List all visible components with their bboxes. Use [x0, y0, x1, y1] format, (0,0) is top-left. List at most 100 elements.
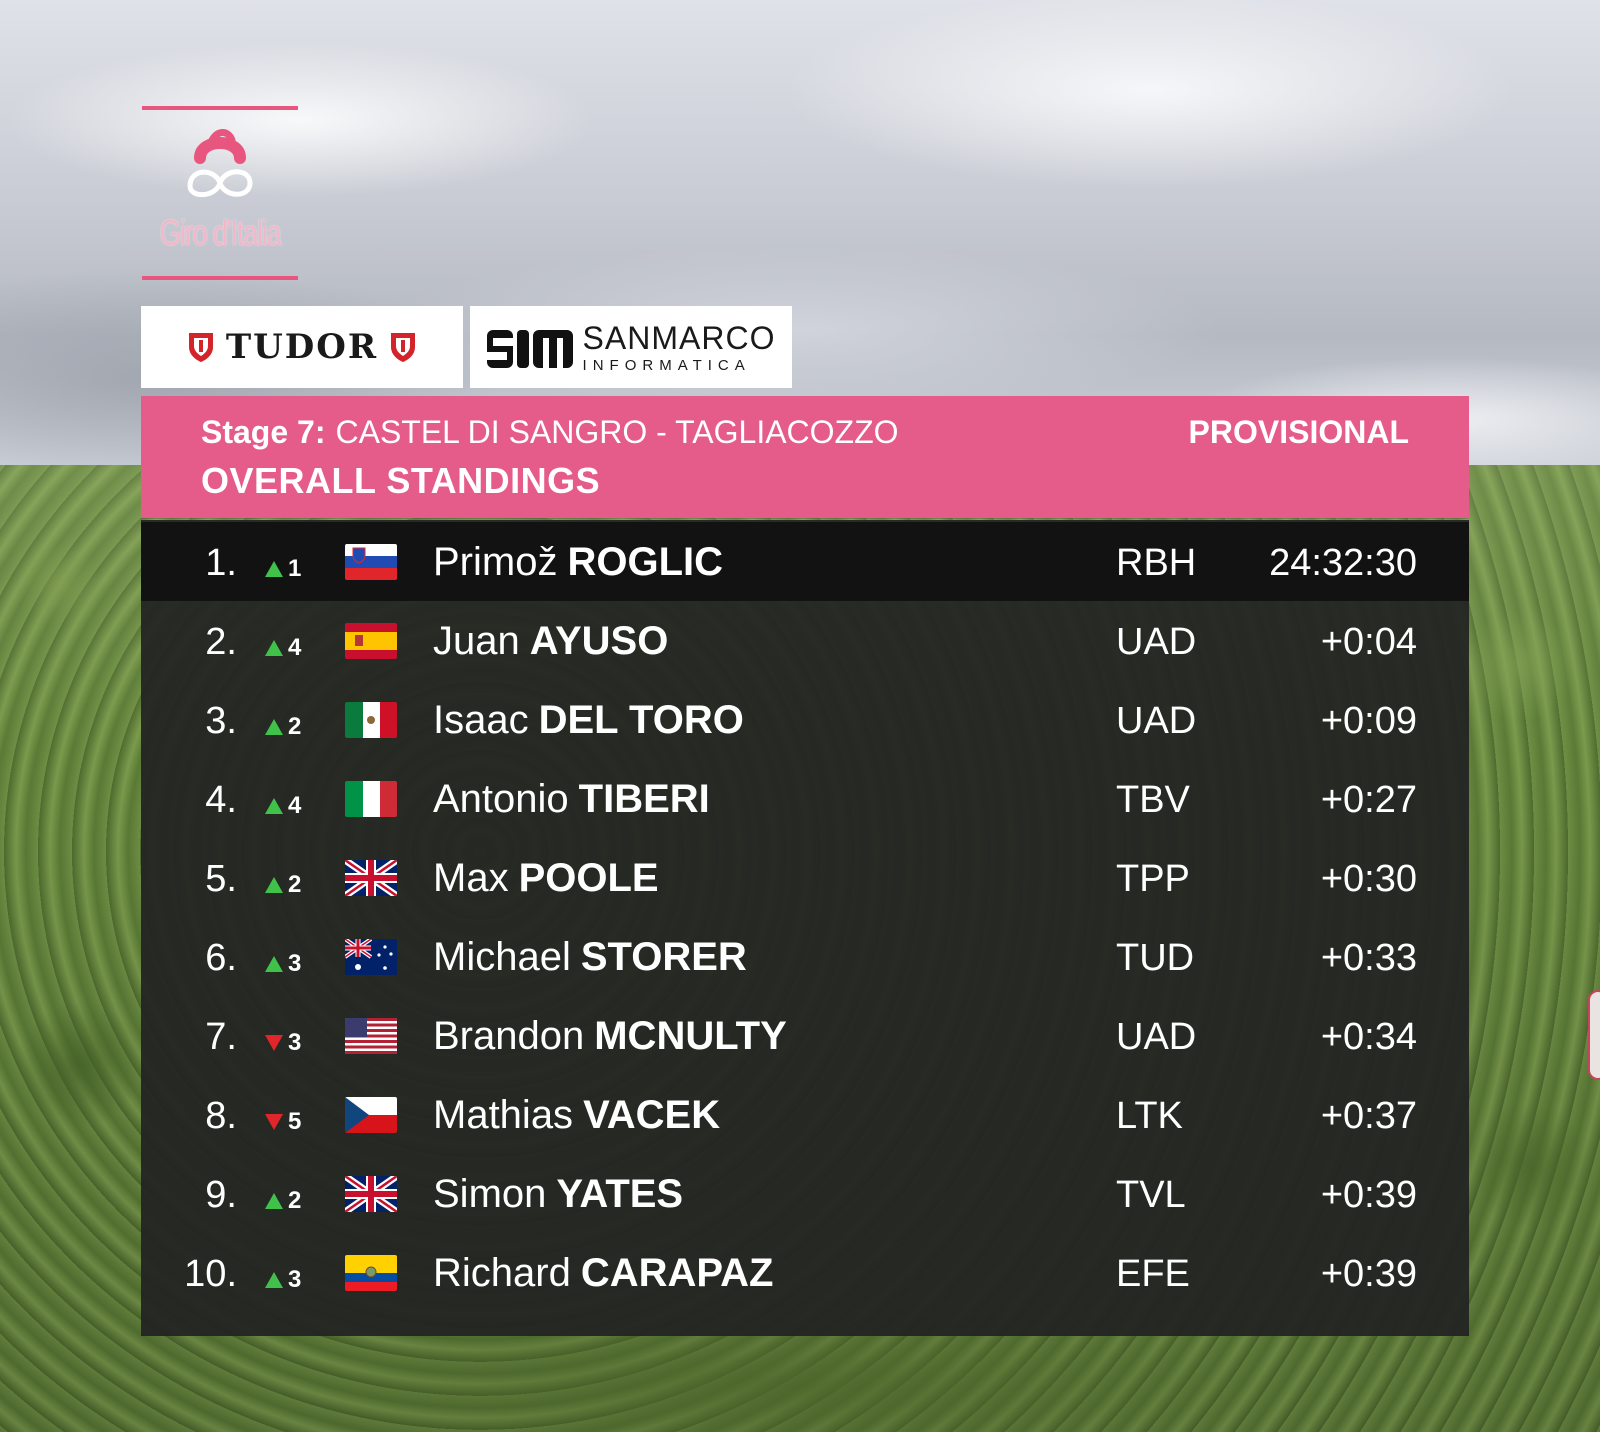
position-change: 5: [265, 1107, 315, 1137]
flag-australia-icon: [345, 939, 397, 975]
team-code: UAD: [1116, 700, 1197, 742]
flag-italy-icon: [345, 781, 397, 817]
gap-time: +0:27: [1320, 779, 1417, 821]
change-value: 1: [288, 555, 302, 582]
arrow-up-icon: [265, 561, 283, 577]
table-row: 1. 1 Primož ROGLIC RBH 24:32:30: [141, 522, 1469, 601]
rider-first-name: Antonio: [433, 777, 569, 821]
change-value: 2: [288, 1187, 302, 1214]
rider-first-name: Max: [433, 856, 509, 900]
rank: 2.: [205, 621, 237, 663]
rider-name: Antonio TIBERI: [433, 777, 710, 822]
team-code: UAD: [1116, 1016, 1197, 1058]
edge-object: [1588, 990, 1600, 1080]
sanmarco-name: SANMARCO: [582, 319, 776, 356]
rider-first-name: Michael: [433, 935, 571, 979]
arrow-up-icon: [265, 1193, 283, 1209]
rider-last-name: AYUSO: [529, 619, 669, 663]
tudor-shield-icon: [391, 333, 416, 362]
table-row: 10. 3 Richard CARAPAZ EFE +0:39: [141, 1233, 1469, 1312]
rider-last-name: STORER: [580, 935, 747, 979]
sponsor-tudor: TUDOR: [141, 306, 463, 388]
arrow-down-icon: [265, 1114, 283, 1130]
rider-last-name: MCNULTY: [594, 1014, 787, 1058]
gap-time: 24:32:30: [1269, 542, 1417, 584]
position-change: 2: [265, 870, 315, 900]
position-change: 3: [265, 949, 315, 979]
rider-first-name: Primož: [433, 540, 558, 584]
rank: 4.: [205, 779, 237, 821]
rider-name: Mathias VACEK: [433, 1093, 720, 1138]
rank: 5.: [205, 858, 237, 900]
giro-infinity-icon: [187, 129, 253, 198]
stage-line: Stage 7: CASTEL DI SANGRO - TAGLIACOZZO: [201, 414, 899, 451]
team-code: EFE: [1116, 1253, 1190, 1295]
team-code: UAD: [1116, 621, 1197, 663]
team-code: TVL: [1116, 1174, 1186, 1216]
team-code: TBV: [1116, 779, 1190, 821]
flag-spain-icon: [345, 623, 397, 659]
rider-name: Primož ROGLIC: [433, 540, 723, 585]
team-code: TPP: [1116, 858, 1190, 900]
flag-mexico-icon: [345, 702, 397, 738]
team-code: RBH: [1116, 542, 1197, 584]
flag-united-states-icon: [345, 1018, 397, 1054]
position-change: 3: [265, 1265, 315, 1295]
change-value: 2: [288, 713, 302, 740]
arrow-down-icon: [265, 1035, 283, 1051]
change-value: 5: [288, 1108, 302, 1135]
tudor-shield-icon: [188, 333, 213, 362]
giro-wordmark: Giro d'Italia: [159, 212, 282, 253]
table-row: 5. 2 Max POOLE TPP +0:30: [141, 838, 1469, 917]
change-value: 4: [288, 792, 302, 819]
arrow-up-icon: [265, 877, 283, 893]
rank: 10.: [184, 1253, 237, 1295]
giro-logo: Giro d'Italia: [142, 106, 298, 284]
table-row: 2. 4 Juan AYUSO UAD +0:04: [141, 601, 1469, 680]
rider-name: Max POOLE: [433, 856, 659, 901]
arrow-up-icon: [265, 1272, 283, 1288]
rank: 7.: [205, 1016, 237, 1058]
rider-name: Michael STORER: [433, 935, 747, 980]
rider-last-name: POOLE: [518, 856, 659, 900]
rider-last-name: ROGLIC: [567, 540, 723, 584]
rider-last-name: VACEK: [583, 1093, 721, 1137]
rider-last-name: YATES: [556, 1172, 684, 1216]
gap-time: +0:39: [1320, 1174, 1417, 1216]
position-change: 2: [265, 1186, 315, 1216]
arrow-up-icon: [265, 719, 283, 735]
stage-label: Stage 7:: [201, 414, 326, 450]
change-value: 3: [288, 1029, 302, 1056]
arrow-up-icon: [265, 956, 283, 972]
rider-first-name: Brandon: [433, 1014, 585, 1058]
rider-name: Simon YATES: [433, 1172, 683, 1217]
position-change: 3: [265, 1028, 315, 1058]
tudor-wordmark: TUDOR: [225, 327, 379, 367]
gap-time: +0:37: [1320, 1095, 1417, 1137]
rider-first-name: Isaac: [433, 698, 529, 742]
arrow-up-icon: [265, 798, 283, 814]
standings-title: OVERALL STANDINGS: [201, 460, 601, 501]
rider-last-name: CARAPAZ: [580, 1251, 774, 1295]
rider-name: Juan AYUSO: [433, 619, 668, 664]
change-value: 3: [288, 1266, 302, 1293]
rider-first-name: Mathias: [433, 1093, 574, 1137]
rider-first-name: Richard: [433, 1251, 571, 1295]
change-value: 4: [288, 634, 302, 661]
table-row: 3. 2 Isaac DEL TORO UAD +0:09: [141, 680, 1469, 759]
rank: 3.: [205, 700, 237, 742]
flag-slovenia-icon: [345, 544, 397, 580]
gap-time: +0:39: [1320, 1253, 1417, 1295]
sanmarco-sm-logo: [486, 330, 573, 368]
flag-ecuador-icon: [345, 1255, 397, 1291]
rider-name: Richard CARAPAZ: [433, 1251, 773, 1296]
gap-time: +0:30: [1320, 858, 1417, 900]
team-code: LTK: [1116, 1095, 1183, 1137]
team-code: TUD: [1116, 937, 1195, 979]
table-row: 9. 2 Simon YATES TVL +0:39: [141, 1154, 1469, 1233]
position-change: 2: [265, 712, 315, 742]
gap-time: +0:09: [1320, 700, 1417, 742]
table-row: 6. 3 Michael STORER TUD +0:33: [141, 917, 1469, 996]
rank: 9.: [205, 1174, 237, 1216]
stage-route: CASTEL DI SANGRO - TAGLIACOZZO: [335, 414, 899, 450]
